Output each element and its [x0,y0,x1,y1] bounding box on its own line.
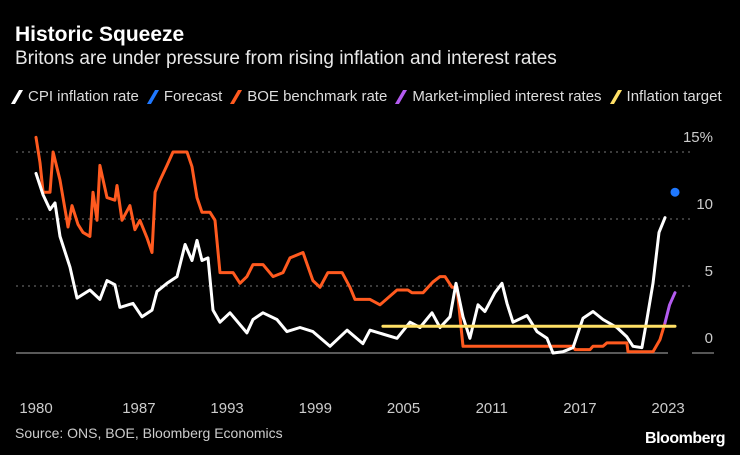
source-note: Source: ONS, BOE, Bloomberg Economics [15,425,283,441]
chart-title: Historic Squeeze [15,23,185,46]
legend-item: Market-implied interest rates [395,86,602,107]
chart-subtitle: Britons are under pressure from rising i… [15,48,557,69]
x-tick-label: 1987 [122,400,155,417]
y-tick-label: 0 [705,330,713,347]
market-implied-interest-rates-line [663,291,677,325]
legend-label: BOE benchmark rate [247,88,388,105]
cpi-inflation-rate-line [34,171,667,355]
legend-label: Inflation target [626,88,722,105]
x-tick-label: 2023 [651,400,684,417]
legend-label: Forecast [163,88,223,105]
x-tick-label: 1980 [19,400,52,417]
x-tick-label: 1999 [299,400,332,417]
bloomberg-logo: Bloomberg [645,430,725,447]
legend-label: Market-implied interest rates [412,88,602,105]
x-tick-label: 2017 [563,400,596,417]
legend-item: CPI inflation rate [10,86,139,107]
forecast-point [670,187,680,197]
legend-item: Inflation target [609,86,722,107]
legend-label: CPI inflation rate [28,88,139,105]
legend-item: Forecast [146,86,223,107]
legend-item: BOE benchmark rate [230,86,388,107]
x-tick-label: 2005 [387,400,420,417]
y-tick-label: 10 [696,196,713,213]
y-tick-label: 15% [683,129,713,146]
legend: CPI inflation rate Forecast BOE benchmark … [10,86,735,110]
x-tick-label: 1993 [210,400,243,417]
x-tick-label: 2011 [476,400,508,417]
boe-benchmark-rate-line [34,135,667,354]
y-tick-label: 5 [705,263,713,280]
